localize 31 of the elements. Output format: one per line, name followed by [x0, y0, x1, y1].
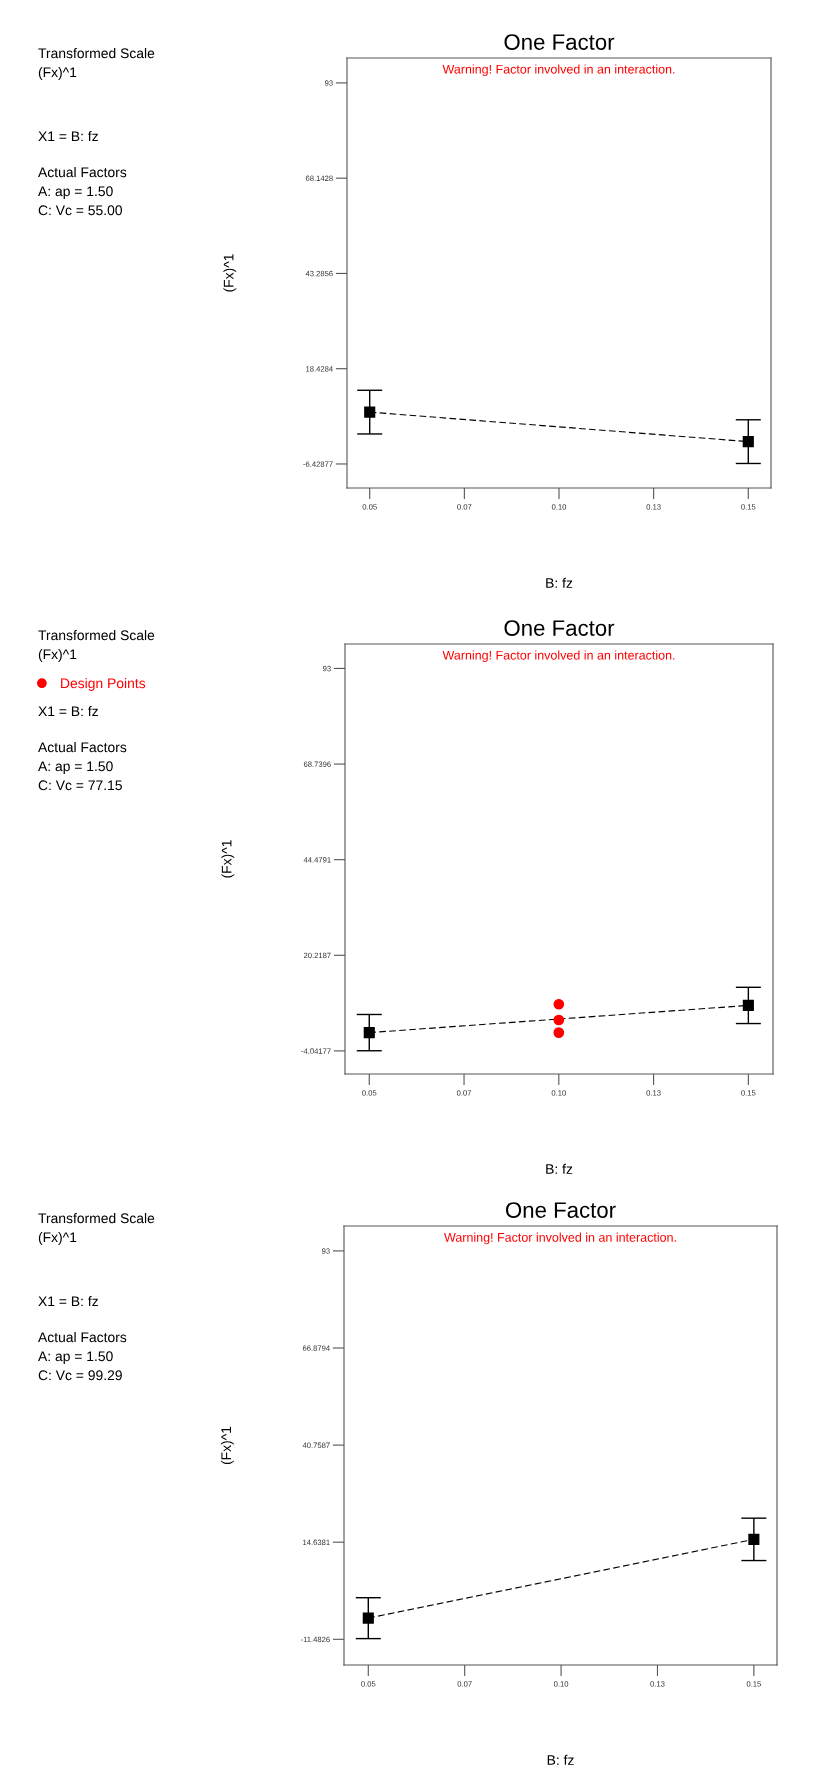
y-axis-title: (Fx)^1 — [220, 1426, 234, 1465]
chart-title: One Factor — [504, 620, 615, 636]
text: A: ap = 1.50 — [38, 186, 113, 199]
text: (Fx)^1 — [38, 649, 77, 662]
text: Transformed Scale — [38, 48, 155, 59]
x-axis-title: B: fz — [546, 577, 573, 588]
text: C: Vc = 77.15 — [38, 780, 122, 791]
text: C: Vc = 99.29 — [38, 1370, 122, 1381]
text: Transformed Scale — [38, 1213, 155, 1224]
text: X1 = B: fz — [38, 706, 98, 717]
text: (Fx)^1 — [38, 1232, 77, 1245]
chart-subtitle: Warning! Factor involved in an interaction. — [444, 1232, 676, 1245]
text: Actual Factors — [38, 167, 127, 178]
text: C: Vc = 55.00 — [38, 205, 122, 216]
chart-subtitle: Warning! Factor involved in an interaction. — [442, 650, 675, 663]
text: Actual Factors — [38, 1332, 127, 1343]
text: X1 = B: fz — [38, 1296, 98, 1307]
x-axis-title: B: fz — [547, 1754, 574, 1765]
text: (Fx)^1 — [38, 67, 77, 80]
chart-title: One Factor — [504, 34, 615, 50]
y-axis-title: (Fx)^1 — [221, 840, 235, 878]
text: Transformed Scale — [38, 630, 155, 641]
text: Actual Factors — [38, 742, 127, 753]
legend-label: Design Points — [61, 678, 146, 691]
x-axis-title: B: fz — [546, 1163, 573, 1174]
chart-subtitle: Warning! Factor involved in an interaction. — [442, 64, 675, 77]
text: A: ap = 1.50 — [38, 761, 113, 774]
y-axis-title: (Fx)^1 — [223, 254, 237, 292]
chart-title: One Factor — [505, 1202, 616, 1218]
text: X1 = B: fz — [38, 131, 98, 142]
text: A: ap = 1.50 — [38, 1351, 113, 1364]
